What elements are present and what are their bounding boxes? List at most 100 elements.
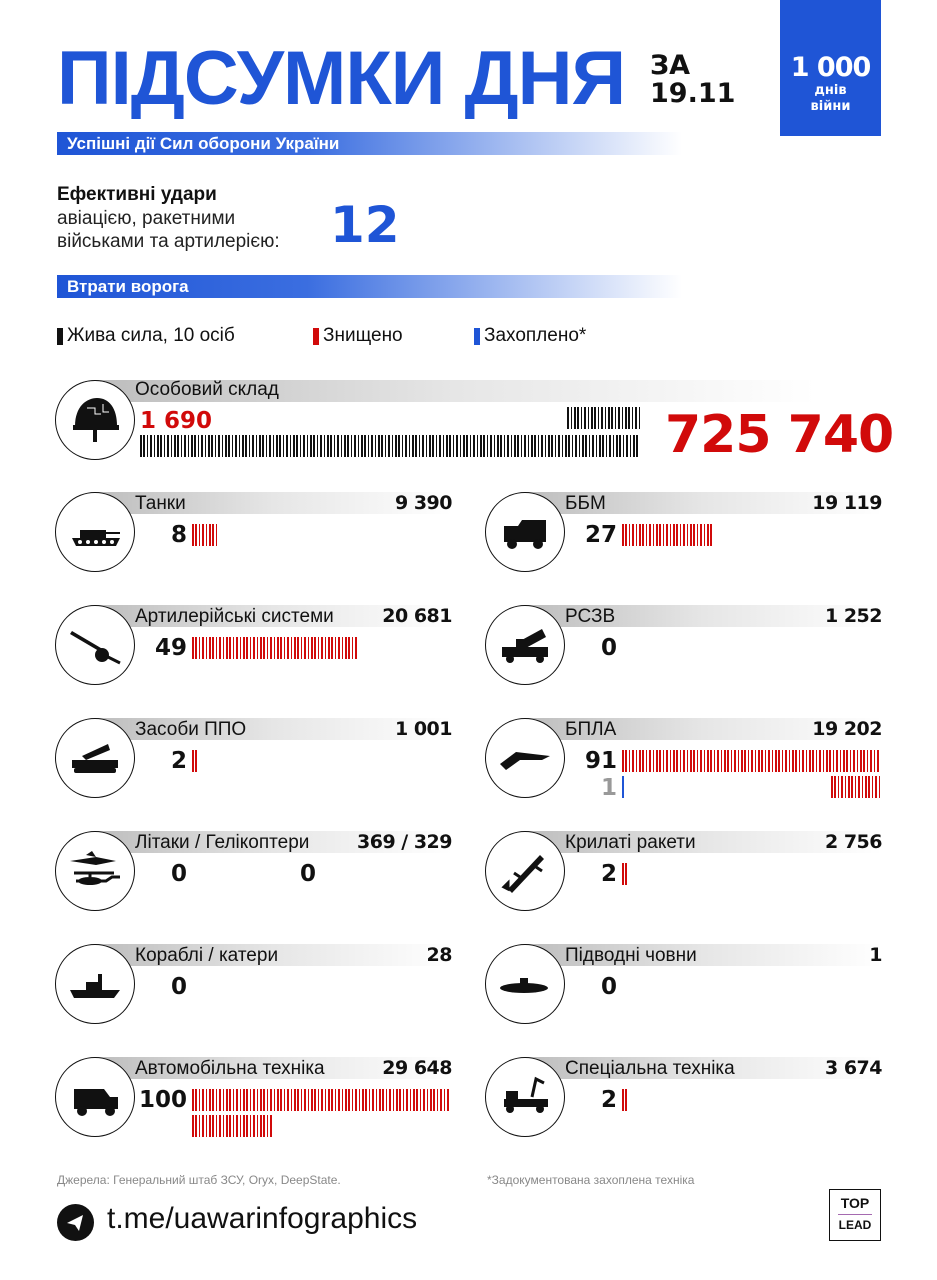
item-label: Автомобільна техніка (135, 1058, 325, 1079)
tally-mark (163, 435, 166, 457)
tally-mark (693, 750, 695, 772)
tally-mark (303, 435, 305, 457)
tally-mark (574, 407, 576, 429)
tally-mark (429, 435, 431, 457)
tally-mark (372, 1089, 374, 1111)
tally-mark (202, 1089, 204, 1111)
tally-mark (334, 1089, 337, 1111)
tally-mark (649, 524, 651, 546)
tally-mark (409, 1089, 412, 1111)
tally-mark (202, 637, 204, 659)
tally-mark (700, 750, 702, 772)
tally-mark (249, 1089, 252, 1111)
tally-mark (851, 776, 853, 798)
tally-mark (355, 1089, 357, 1111)
tally-mark (676, 524, 678, 546)
air-defense-icon (55, 718, 135, 798)
logo-text: TOP (840, 1195, 870, 1211)
tally-mark (324, 637, 327, 659)
tally-mark (591, 407, 593, 429)
tally-mark (656, 524, 658, 546)
label-bar (525, 605, 882, 627)
tally-mark (351, 637, 354, 659)
tally-mark (611, 407, 613, 429)
tally-mark (242, 435, 244, 457)
tally-mark (415, 435, 417, 457)
tally-mark (601, 407, 603, 429)
tally-mark (232, 637, 235, 659)
label-bar (95, 605, 452, 627)
tally-mark (239, 637, 242, 659)
item-destroyed: 49 (154, 635, 187, 661)
tally-mark (551, 435, 553, 457)
item-total: 369 / 329 (357, 831, 453, 853)
tally-mark (341, 1089, 344, 1111)
item-captured: 1 (600, 775, 617, 801)
loss-card: Засоби ППО 1 001 2 (55, 716, 453, 816)
tally-mark (384, 435, 387, 457)
label-bar (95, 718, 452, 740)
legend-swatch (313, 327, 319, 345)
tally-mark (256, 1115, 259, 1137)
tally-mark (408, 435, 411, 457)
tally-mark (483, 435, 485, 457)
tally-mark (184, 435, 186, 457)
tally-mark (635, 524, 638, 546)
cruise-missile-icon (485, 831, 565, 911)
telegram-icon (57, 1204, 94, 1241)
tally-mark (263, 1089, 265, 1111)
tally-mark (299, 435, 302, 457)
tally-mark (633, 435, 635, 457)
tally-mark (323, 435, 326, 457)
tally-mark (192, 1115, 194, 1137)
item-destroyed-helicopters: 0 (300, 861, 317, 887)
tally-mark (266, 1115, 269, 1137)
tally-mark (548, 435, 550, 457)
war-label: війни (810, 99, 851, 114)
tally-mark (253, 1115, 255, 1137)
special-vehicle-icon (485, 1057, 565, 1137)
tally-mark (245, 435, 247, 457)
tally-mark (351, 1089, 354, 1111)
tally-mark (619, 435, 621, 457)
tally-mark (265, 435, 268, 457)
tally-mark (436, 1089, 439, 1111)
tally-mark (248, 435, 251, 457)
tally-mark (602, 435, 604, 457)
tally-mark (406, 1089, 408, 1111)
tally-mark (266, 1089, 269, 1111)
tally-mark (554, 435, 557, 457)
tally-mark (311, 1089, 313, 1111)
war-days-badge: 1 000 днів війни (780, 0, 881, 136)
tally-mark (628, 407, 630, 429)
tally-mark (253, 637, 255, 659)
telegram-link[interactable]: t.me/uawarinfographics (107, 1202, 418, 1235)
tally-mark (541, 435, 543, 457)
tally-mark (584, 407, 586, 429)
tally-mark (324, 1089, 327, 1111)
tally-mark (690, 750, 692, 772)
tally-mark (388, 435, 390, 457)
tally-mark (198, 524, 201, 546)
tally-mark (795, 750, 797, 772)
tally-mark (798, 750, 801, 772)
tally-mark (632, 524, 634, 546)
tally-mark (243, 1089, 245, 1111)
tally-mark (385, 1089, 388, 1111)
tally-mark (625, 1089, 627, 1111)
tally-mark (683, 524, 685, 546)
tally-mark (338, 1089, 340, 1111)
tally-mark (222, 1089, 225, 1111)
tally-mark (289, 435, 292, 457)
tally-mark (270, 1115, 272, 1137)
tally-mark (209, 1089, 211, 1111)
tally-mark (239, 1089, 242, 1111)
tally-mark (524, 435, 526, 457)
tally-mark (622, 524, 624, 546)
tally-mark (435, 435, 438, 457)
truck-icon (55, 1057, 135, 1137)
tally-mark (809, 750, 811, 772)
tally-mark (730, 750, 733, 772)
tally-mark (710, 750, 712, 772)
tally-mark (348, 637, 350, 659)
